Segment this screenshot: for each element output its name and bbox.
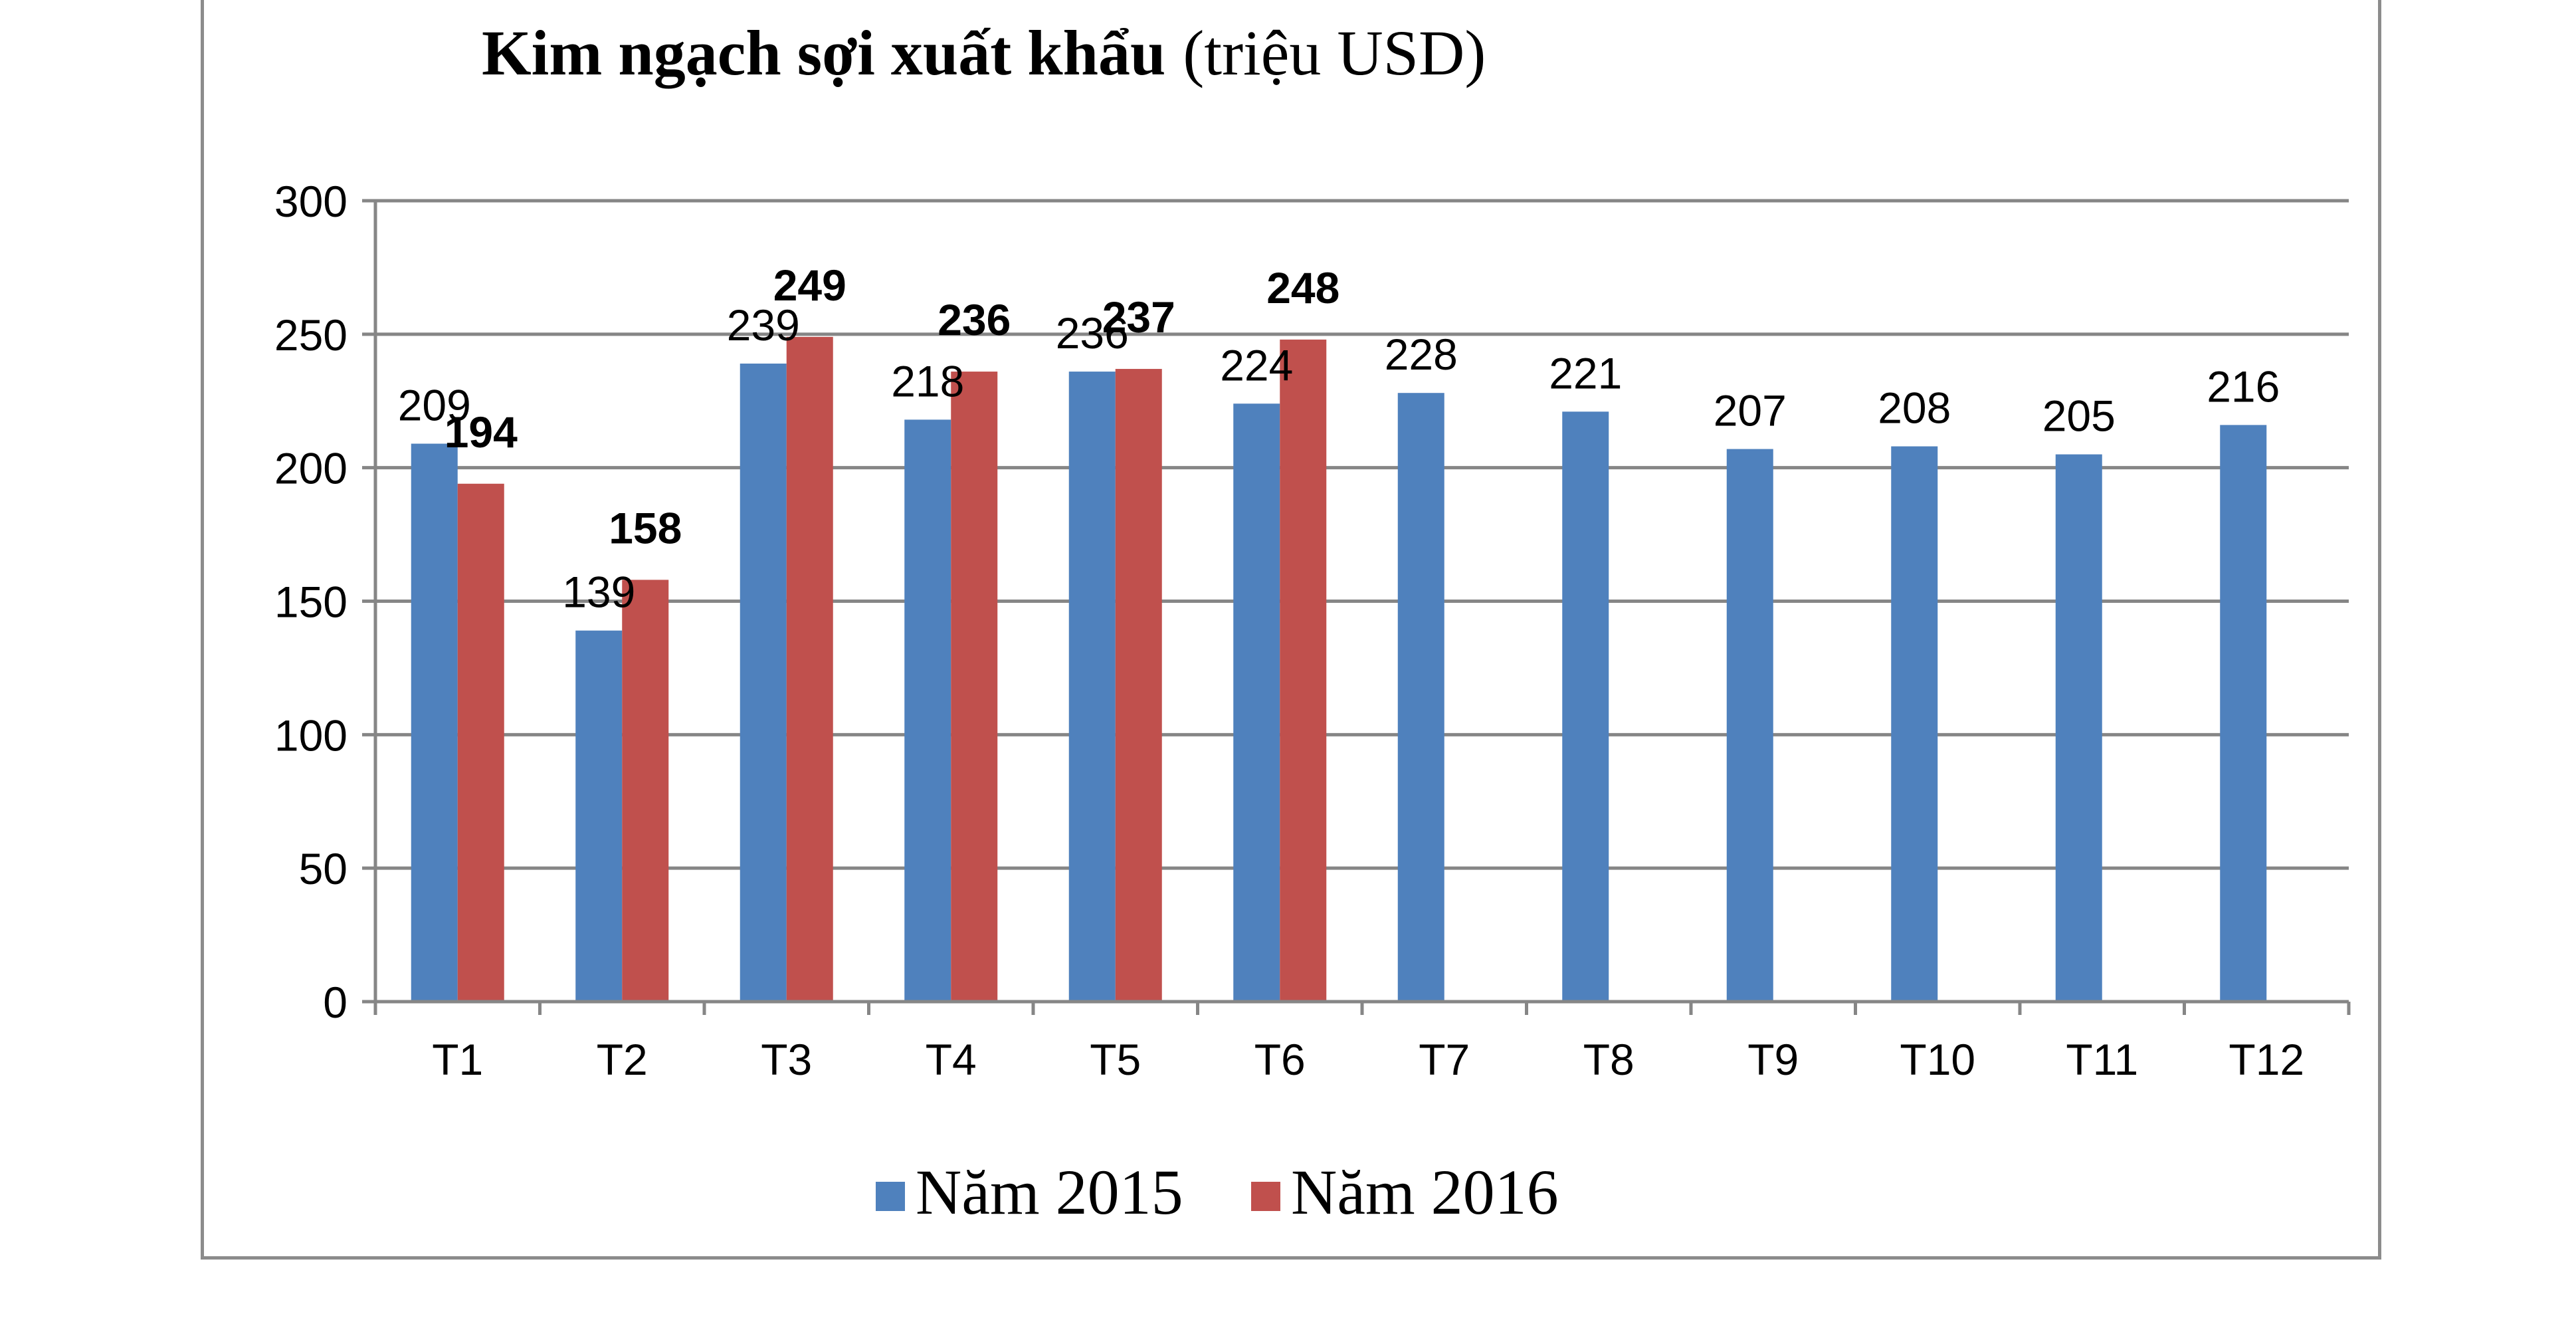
y-tick-label: 200: [274, 444, 347, 493]
data-label: 209: [398, 381, 471, 430]
y-tick-label: 150: [274, 578, 347, 627]
axis-layer: 0 50 100 150 200 250 300: [274, 177, 2351, 1027]
data-label: 237: [1102, 292, 1175, 342]
bar-2015: [575, 630, 623, 1002]
data-label: 216: [2207, 362, 2280, 411]
chart-title-bold: Kim ngạch sợi xuất khẩu: [482, 17, 1165, 88]
data-label: 249: [773, 261, 846, 310]
bar-2016: [1115, 369, 1162, 1002]
data-label: 221: [1549, 348, 1622, 397]
data-label: 139: [562, 568, 635, 617]
bar-2016: [786, 336, 833, 1002]
data-label: 207: [1714, 386, 1787, 435]
data-label: 208: [1878, 384, 1951, 433]
bar-2015: [2055, 454, 2102, 1002]
bar-2015: [904, 419, 951, 1002]
x-tick-label: T5: [1090, 1035, 1141, 1084]
bar-2015: [1891, 446, 1938, 1002]
bar-2016: [951, 372, 998, 1002]
data-label: 248: [1266, 263, 1339, 312]
legend-swatch-2016: [1251, 1182, 1280, 1211]
legend-label-2015: Năm 2015: [916, 1157, 1183, 1228]
x-tick-label: T7: [1419, 1035, 1470, 1084]
data-label: 236: [938, 295, 1011, 344]
bar-2016: [622, 580, 669, 1002]
bar-2015: [2220, 425, 2267, 1002]
bar-2015: [1397, 393, 1444, 1002]
grid-layer: [375, 199, 2349, 870]
data-label: 194: [445, 407, 518, 457]
x-tick-label: T6: [1254, 1035, 1306, 1084]
legend-label-2016: Năm 2016: [1291, 1157, 1559, 1228]
bar-2015: [411, 443, 458, 1002]
data-label: 224: [1220, 340, 1293, 389]
bar-2015: [1233, 403, 1280, 1002]
bar-2015: [1562, 411, 1609, 1002]
data-label: 158: [609, 503, 682, 552]
y-tick-label: 0: [323, 978, 347, 1027]
x-tick-label: T9: [1747, 1035, 1799, 1084]
bar-2016: [1280, 339, 1327, 1002]
legend-swatch-2015: [876, 1182, 905, 1211]
x-tick-label: T12: [2229, 1035, 2304, 1084]
data-label: 228: [1385, 330, 1458, 379]
y-tick-label: 100: [274, 711, 347, 760]
x-tick-label: T8: [1583, 1035, 1635, 1084]
chart-title-unit: (triệu USD): [1183, 17, 1486, 88]
data-label: 218: [891, 356, 964, 405]
bar-2016: [457, 483, 504, 1002]
chart-title: Kim ngạch sợi xuất khẩu (triệu USD): [482, 17, 1486, 88]
x-tick-label: T2: [597, 1035, 648, 1084]
x-tick-label: T10: [1900, 1035, 1975, 1084]
bar-2015: [1068, 372, 1116, 1002]
x-tick-label: T3: [761, 1035, 812, 1084]
bar-2015: [1726, 449, 1773, 1002]
y-tick-label: 50: [299, 844, 347, 893]
x-tick-label: T11: [2066, 1035, 2138, 1084]
data-label: 205: [2042, 391, 2116, 441]
y-tick-label: 300: [274, 177, 347, 226]
x-tick-label: T1: [432, 1035, 483, 1084]
x-tick-label: T4: [926, 1035, 977, 1084]
data-label: 236: [1056, 308, 1129, 358]
labels-layer: T1 T2 T3 T4 T5 T6 T7 T8 T9 T10 T11 T12 209 139 239 218 2…: [398, 261, 2304, 1084]
y-tick-label: 250: [274, 310, 347, 360]
bar-2015: [740, 364, 787, 1002]
bars-layer: [411, 336, 2267, 1002]
legend: Năm 2015 Năm 2016: [876, 1157, 1559, 1228]
data-label: 239: [727, 300, 800, 350]
